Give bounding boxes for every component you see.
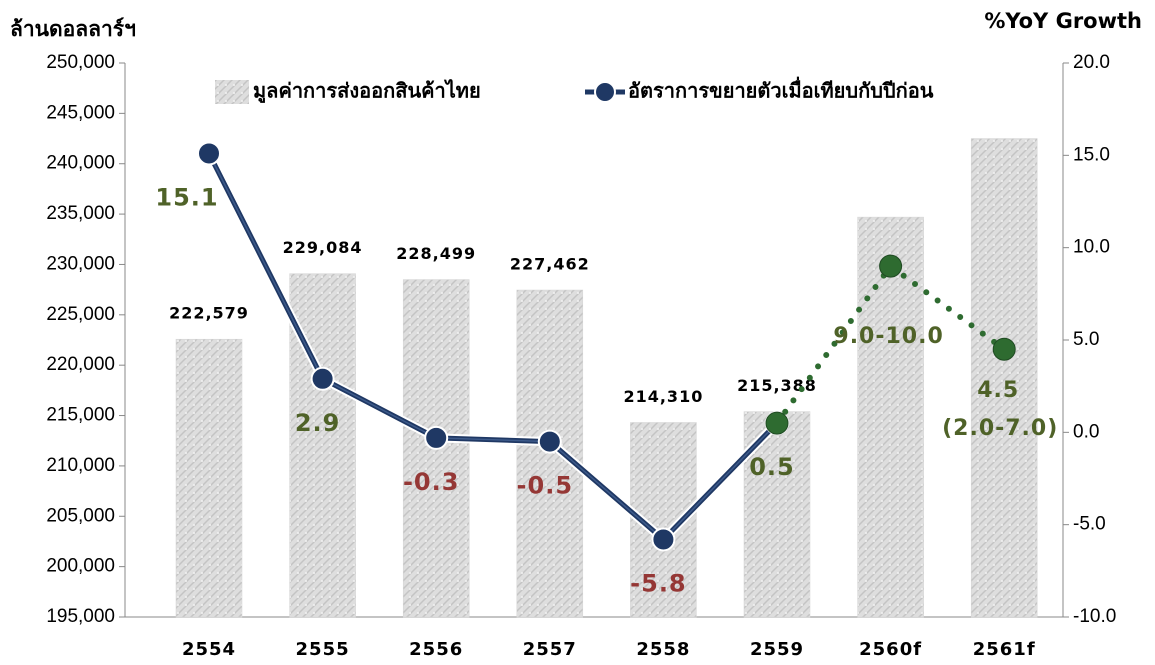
point (651, 527, 676, 552)
forecast-label: 4.5 (977, 378, 1019, 403)
y2-tick-label: -10.0 (1073, 606, 1116, 627)
x-tick-label: 2554 (182, 639, 236, 660)
point (992, 337, 1016, 361)
x-tick-label: 2555 (296, 639, 350, 660)
y2-tick-label: 10.0 (1073, 237, 1110, 258)
x-tick-label: 2560f (859, 639, 922, 660)
line-label: 2.9 (295, 409, 341, 437)
point (424, 425, 449, 450)
bar-label: 215,388 (737, 376, 817, 395)
y-tick-label: 240,000 (46, 153, 115, 174)
legend-label: มูลค่าการส่งออกสินค้าไทย (253, 79, 481, 105)
y-tick-label: 200,000 (46, 556, 115, 577)
legend-label: อัตราการขยายตัวเมื่อเทียบกับปีก่อน (628, 76, 934, 103)
y-tick-label: 235,000 (46, 203, 115, 224)
y-tick-label: 210,000 (46, 455, 115, 476)
annotation: (2.0-7.0) (942, 416, 1058, 441)
x-tick-label: 2559 (750, 639, 804, 660)
forecast-label: 9.0-10.0 (833, 324, 943, 349)
y-tick-label: 195,000 (46, 606, 115, 627)
y-tick-label: 220,000 (46, 354, 115, 375)
x-tick-label: 2557 (523, 639, 577, 660)
legend-swatch (215, 80, 249, 104)
y-axis-title: ล้านดอลลาร์ฯ (10, 17, 136, 41)
bar-label: 229,084 (283, 238, 363, 257)
x-tick-label: 2561f (973, 639, 1036, 660)
bar (175, 338, 243, 618)
point (197, 141, 221, 166)
point (879, 254, 903, 278)
y2-tick-label: 0.0 (1073, 421, 1099, 442)
y2-tick-label: 5.0 (1073, 329, 1099, 350)
y-tick-label: 205,000 (46, 505, 115, 526)
y2-tick-label: 20.0 (1073, 52, 1110, 73)
line-core (208, 153, 778, 541)
legend-dot (594, 81, 616, 103)
point (765, 411, 789, 435)
x-tick-label: 2558 (636, 639, 690, 660)
y-tick-label: 250,000 (46, 52, 115, 73)
line-label: -0.3 (403, 468, 459, 496)
bar-label: 214,310 (623, 387, 703, 406)
x-tick-label: 2556 (409, 639, 463, 660)
bar-label: 228,499 (396, 244, 476, 263)
y2-axis-title: %YoY Growth (984, 9, 1142, 33)
y-tick-label: 245,000 (46, 102, 115, 123)
y-tick-label: 225,000 (46, 304, 115, 325)
y2-tick-label: -5.0 (1073, 514, 1106, 535)
bar-label: 227,462 (510, 255, 590, 274)
line-label: 15.1 (155, 183, 218, 211)
bar (970, 138, 1038, 618)
point (537, 429, 562, 454)
line-label: 0.5 (749, 453, 795, 481)
line-label: -5.8 (630, 569, 686, 597)
line-label: -0.5 (517, 472, 573, 500)
point (310, 366, 335, 391)
bar-label: 222,579 (169, 304, 249, 323)
y-tick-label: 215,000 (46, 405, 115, 426)
y2-tick-label: 15.0 (1073, 144, 1110, 165)
y-tick-label: 230,000 (46, 253, 115, 274)
